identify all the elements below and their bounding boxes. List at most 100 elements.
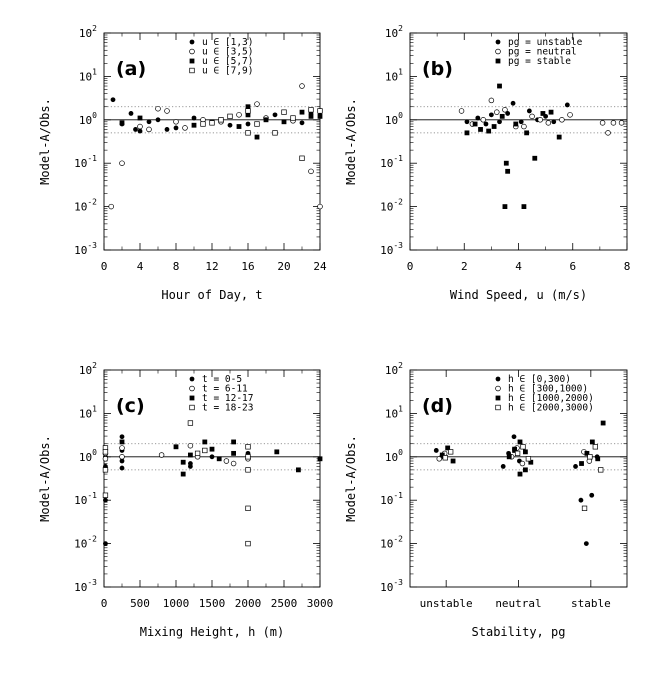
series-1: [458, 97, 625, 136]
data-point: [164, 127, 170, 132]
y-tick-label: 10-2: [380, 535, 403, 551]
legend-label: t = 18-23: [202, 403, 253, 414]
y-tick-label: 10-3: [380, 578, 403, 594]
data-point: [245, 112, 251, 118]
data-point: [180, 459, 186, 465]
data-point: [540, 111, 546, 116]
y-tick-label: 10-1: [380, 154, 403, 170]
data-point: [618, 120, 625, 126]
data-point: [254, 134, 260, 140]
data-point: [108, 203, 114, 210]
data-point: [137, 128, 143, 134]
panel-b: 10-3 10-2 10-1 100 101 102 0 2 4 6 8 Wind Speed, u …: [344, 24, 630, 302]
data-point: [245, 104, 251, 110]
series-0: [103, 434, 251, 546]
y-tick-label: 101: [79, 404, 97, 420]
data-point: [102, 449, 109, 455]
data-point: [517, 439, 523, 445]
data-point: [464, 130, 470, 136]
y-tick-label: 10-1: [74, 491, 97, 507]
data-point: [532, 155, 538, 161]
data-point: [545, 120, 552, 126]
data-point: [523, 449, 528, 455]
data-point: [592, 444, 598, 450]
data-point: [528, 459, 534, 465]
data-point: [475, 115, 481, 121]
y-tick-label: 10-3: [74, 241, 97, 257]
legend-marker: [495, 58, 501, 64]
data-point: [579, 461, 584, 466]
data-point: [502, 204, 508, 209]
x-tick-label: 16: [241, 260, 254, 273]
y-tick-label: 100: [79, 111, 97, 127]
data-point: [209, 454, 215, 460]
data-point: [209, 446, 215, 452]
data-point: [472, 121, 478, 127]
x-tick-label: 20: [277, 260, 290, 273]
data-point: [173, 444, 179, 450]
data-point: [483, 121, 489, 127]
legend-label: u ∈ [1,3): [202, 37, 253, 48]
data-point: [308, 168, 314, 175]
x-tick-label: 8: [624, 260, 631, 273]
data-point: [584, 450, 590, 456]
panel-label: (a): [116, 58, 146, 80]
data-point: [299, 109, 305, 115]
data-point: [191, 115, 197, 121]
data-point: [519, 460, 526, 467]
legend-marker: [189, 48, 195, 55]
x-axis-label: Wind Speed, u (m/s): [450, 288, 587, 302]
data-point: [464, 119, 470, 125]
data-point: [589, 492, 595, 498]
data-point: [119, 465, 125, 471]
x-tick-label: 2: [461, 260, 468, 273]
data-point: [499, 113, 505, 119]
data-point: [445, 445, 451, 451]
data-point: [245, 121, 251, 127]
data-point: [505, 111, 511, 116]
data-point: [180, 471, 186, 477]
data-point: [281, 119, 287, 125]
data-point: [299, 155, 305, 161]
y-tick-label: 100: [79, 448, 97, 464]
data-point: [155, 117, 161, 123]
y-tick-label: 10-2: [74, 198, 97, 214]
data-point: [450, 458, 456, 464]
data-point: [254, 101, 260, 107]
data-point: [290, 115, 296, 121]
data-point: [520, 444, 526, 450]
data-point: [137, 115, 143, 121]
x-axis-label: Mixing Height, h (m): [140, 625, 285, 639]
data-point: [436, 456, 443, 462]
data-point: [119, 120, 125, 126]
data-point: [128, 111, 134, 116]
legend-marker: [495, 48, 501, 55]
data-point: [500, 464, 506, 469]
legend-label: t = 0-5: [202, 374, 242, 385]
data-point: [119, 160, 125, 166]
data-point: [187, 420, 194, 426]
data-point: [595, 456, 601, 462]
data-point: [512, 448, 517, 453]
legend-marker: [189, 39, 195, 45]
data-point: [587, 454, 593, 460]
data-point: [254, 121, 260, 127]
data-point: [227, 122, 233, 128]
data-point: [281, 109, 287, 115]
data-point: [600, 420, 606, 426]
legend-label: t = 6-11: [202, 384, 248, 395]
legend-marker: [189, 395, 195, 401]
data-point: [478, 127, 483, 132]
data-point: [486, 128, 492, 134]
data-point: [245, 130, 251, 136]
x-tick-label: 0: [407, 260, 414, 273]
data-point: [164, 108, 170, 114]
panel-a: 10-3 10-2 10-1 100 101 102 0 4 8 12 16 20 24 Hour of …: [38, 24, 327, 302]
data-point: [317, 203, 323, 210]
x-tick-label: 6: [569, 260, 576, 273]
data-point: [439, 452, 445, 458]
data-point: [296, 467, 301, 473]
data-point: [317, 456, 323, 462]
data-point: [299, 120, 305, 126]
x-tick-label: unstable: [420, 597, 473, 610]
